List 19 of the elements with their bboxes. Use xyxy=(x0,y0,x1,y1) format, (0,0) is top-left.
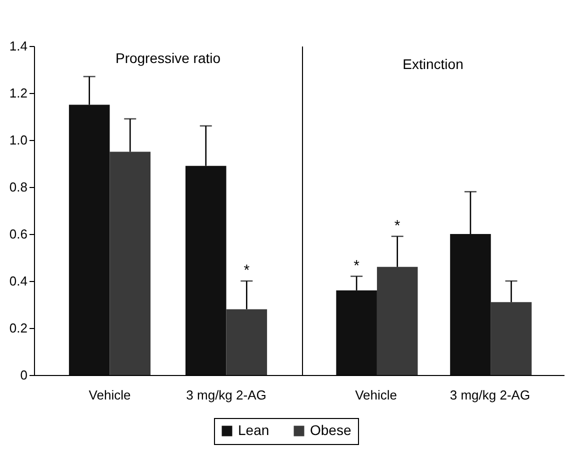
text: Extinction xyxy=(402,56,464,72)
x-tick-label: 3 mg/kg 2-AG xyxy=(186,388,266,402)
annotation: * xyxy=(354,257,360,274)
x-tick-label: 3 mg/kg 2-AG xyxy=(450,388,530,402)
x-tick-label: Vehicle xyxy=(355,388,398,402)
annotation: * xyxy=(244,262,250,279)
chart-title: Progressive ratio xyxy=(115,50,221,66)
y-tick-label: 0 xyxy=(20,368,28,382)
y-tick-label: 0.2 xyxy=(9,320,28,336)
y-tick-label: 0.4 xyxy=(9,274,28,288)
legend-label: Lean xyxy=(238,422,270,438)
y-tick-label: 0.6 xyxy=(9,226,28,242)
x-tick-label: Vehicle xyxy=(88,388,131,402)
y-tick-label: 1.4 xyxy=(9,38,28,54)
y-tick-label: 0.8 xyxy=(9,180,28,194)
y-tick-label: 1.0 xyxy=(9,132,28,148)
annotation: * xyxy=(394,217,400,234)
y-tick-label: 1.2 xyxy=(9,86,28,100)
legend-label: Obese xyxy=(310,422,352,438)
